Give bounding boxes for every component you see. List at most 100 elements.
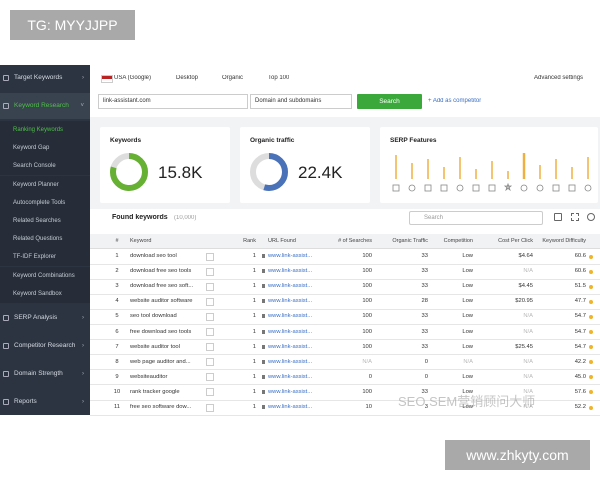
add-button[interactable] <box>206 312 214 321</box>
card-title: SERP Features <box>390 137 437 144</box>
column-header[interactable]: Rank <box>243 238 256 244</box>
sidebar-item[interactable]: Domain Strength › <box>0 361 90 387</box>
add-button[interactable] <box>206 388 214 397</box>
table-cell: 9 <box>115 373 119 380</box>
column-header[interactable]: # <box>115 238 119 244</box>
export-icon[interactable] <box>587 213 595 221</box>
table-cell[interactable]: www.link-assist... <box>268 358 313 365</box>
section-count: (10,000) <box>174 215 197 221</box>
table-cell: rank tracker google <box>130 388 180 395</box>
sidebar-icon <box>3 315 9 321</box>
table-cell[interactable]: www.link-assist... <box>268 373 313 380</box>
add-button[interactable] <box>206 403 214 412</box>
sidebar-subitem[interactable]: Keyword Gap <box>0 139 90 158</box>
sidebar-item[interactable]: Reports › <box>0 389 90 415</box>
domain-input[interactable]: link-assistant.com <box>98 94 248 109</box>
add-button[interactable] <box>206 267 214 276</box>
table-cell[interactable]: www.link-assist... <box>268 268 313 275</box>
watermark: SEO SEM营销顾问大师 <box>398 394 536 409</box>
sidebar-subitem[interactable]: Keyword Planner <box>0 175 90 194</box>
table-cell: 1 <box>252 328 256 335</box>
row-line <box>90 354 600 355</box>
add-button[interactable] <box>206 358 214 367</box>
sidebar-item[interactable]: SERP Analysis › <box>0 305 90 331</box>
table-search[interactable]: Search <box>409 211 543 225</box>
chevron: › <box>82 343 84 349</box>
table-cell[interactable]: www.link-assist... <box>268 328 313 335</box>
column-header[interactable]: URL Found <box>268 238 296 244</box>
chevron: › <box>82 75 84 81</box>
column-header[interactable]: Keyword Difficulty <box>542 238 586 244</box>
column-header[interactable]: Competition <box>443 238 473 244</box>
sidebar-item[interactable]: Target Keywords › <box>0 65 90 91</box>
add-button[interactable] <box>206 328 214 336</box>
column-header[interactable]: Keyword <box>130 238 152 244</box>
search-button[interactable]: Search <box>357 94 422 109</box>
sidebar-subitem[interactable]: Autocomplete Tools <box>0 193 90 212</box>
table-cell[interactable]: www.link-assist... <box>268 283 313 290</box>
table-cell: 54.7 <box>574 313 586 320</box>
table-cell: 100 <box>362 328 372 335</box>
table-cell: website auditor tool <box>130 343 180 350</box>
add-button[interactable] <box>206 297 214 306</box>
sidebar-subitem[interactable]: Keyword Sandbox <box>0 284 90 303</box>
table-cell: 0 <box>424 358 428 365</box>
difficulty-dot <box>589 314 593 319</box>
filter-icon[interactable] <box>554 213 562 221</box>
sidebar-icon <box>3 399 9 405</box>
table-cell: 33 <box>421 268 428 275</box>
table-cell: 100 <box>362 298 372 305</box>
table-cell: 1 <box>252 298 256 305</box>
advanced-settings[interactable]: Advanced settings <box>534 75 584 81</box>
sidebar-subitem[interactable]: Search Console <box>0 157 90 176</box>
add-competitor[interactable]: + Add as competitor <box>428 98 482 104</box>
type-select[interactable]: Organic <box>222 75 244 81</box>
difficulty-dot <box>589 284 593 289</box>
lock-icon <box>262 389 265 394</box>
column-header[interactable]: # of Searches <box>338 238 372 244</box>
table-cell: 60.6 <box>574 268 586 275</box>
add-button[interactable] <box>206 282 214 291</box>
table-cell: 100 <box>362 313 372 320</box>
table-cell[interactable]: www.link-assist... <box>268 404 313 410</box>
table-cell[interactable]: www.link-assist... <box>268 253 313 259</box>
donut <box>250 153 288 191</box>
table-cell[interactable]: www.link-assist... <box>268 313 313 320</box>
add-button[interactable] <box>206 373 214 382</box>
table-cell[interactable]: www.link-assist... <box>268 343 313 350</box>
table-cell: 1 <box>252 343 256 350</box>
engine-select[interactable]: USA (Google) <box>114 75 152 81</box>
sidebar-subitem[interactable]: Ranking Keywords <box>0 121 90 139</box>
table-cell: download seo tool <box>130 253 177 259</box>
sidebar-item[interactable]: Competitor Research › <box>0 333 90 359</box>
add-button[interactable] <box>206 252 214 261</box>
column-header[interactable]: Cost Per Click <box>498 238 533 244</box>
table-cell: Low <box>462 328 473 335</box>
sidebar-icon <box>3 103 9 109</box>
table-cell: download free seo tools <box>130 268 192 275</box>
table-cell: 6 <box>115 328 119 335</box>
grid-icon[interactable] <box>571 213 579 221</box>
add-button[interactable] <box>206 343 214 352</box>
table-cell: 52.2 <box>574 404 586 410</box>
table-cell: Low <box>462 373 473 380</box>
scope-select[interactable]: Domain and subdomains <box>250 94 352 109</box>
sidebar-subitem[interactable]: Related Questions <box>0 230 90 249</box>
device-select[interactable]: Desktop <box>176 75 199 81</box>
table-cell: N/A <box>523 373 533 380</box>
chevron: › <box>82 371 84 377</box>
table-cell: Low <box>462 283 473 290</box>
table-cell: $20.95 <box>515 298 533 305</box>
depth-select[interactable]: Top 100 <box>268 75 290 81</box>
sidebar-subitem[interactable]: Related Searches <box>0 212 90 230</box>
table-cell[interactable]: www.link-assist... <box>268 298 313 305</box>
table-cell[interactable]: www.link-assist... <box>268 388 313 395</box>
column-header[interactable]: Organic Traffic <box>392 238 428 244</box>
sidebar-item[interactable]: Keyword Research ˅ <box>0 93 90 119</box>
sidebar-subitem[interactable]: TF-IDF Explorer <box>0 248 90 267</box>
table-cell: N/A <box>362 358 372 365</box>
sidebar-subitem[interactable]: Keyword Combinations <box>0 266 90 285</box>
chevron: › <box>82 315 84 321</box>
difficulty-dot <box>589 390 593 395</box>
difficulty-dot <box>589 330 593 334</box>
